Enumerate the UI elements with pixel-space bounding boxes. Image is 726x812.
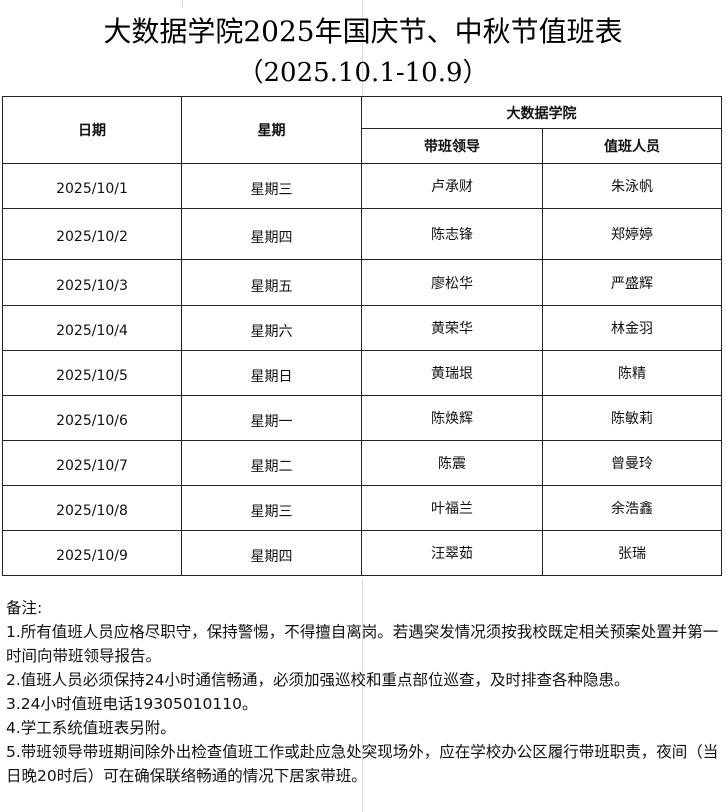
- table-cell: 黄瑞垠: [362, 351, 543, 396]
- table-cell: 严盛辉: [543, 260, 722, 306]
- table-border: [2, 96, 3, 576]
- table-cell: 汪翠茹: [362, 531, 543, 576]
- table-cell: 陈焕辉: [362, 396, 543, 441]
- table-cell: 2025/10/7: [3, 441, 182, 486]
- table-border: [2, 96, 722, 97]
- notes: 备注: 1.所有值班人员应格尽职守，保持警惕，不得擅自离岗。若遇突发情况须按我校…: [6, 596, 722, 788]
- header-cell: 值班人员: [543, 129, 722, 164]
- table-cell: 星期二: [182, 441, 362, 486]
- table-cell: 曾曼玲: [543, 441, 722, 486]
- table-cell: 星期三: [182, 164, 362, 209]
- table-cell: 陈志锋: [362, 209, 543, 260]
- title: 大数据学院2025年国庆节、中秋节值班表: [103, 15, 623, 48]
- table-cell: 廖松华: [362, 260, 543, 306]
- table-cell: 星期五: [182, 260, 362, 306]
- note-item: 1.所有值班人员应格尽职守，保持警惕，不得擅自离岗。若遇突发情况须按我校既定相关…: [6, 623, 719, 665]
- note-item: 2.值班人员必须保持24小时通信畅通，必须加强巡校和重点部位巡查，及时排查各种隐…: [6, 671, 630, 689]
- table-cell: 2025/10/6: [3, 396, 182, 441]
- group-header: 大数据学院: [362, 97, 722, 129]
- table-cell: 星期四: [182, 209, 362, 260]
- header-cell: 日期: [3, 97, 182, 164]
- table-cell: 2025/10/9: [3, 531, 182, 576]
- table-cell: 朱泳帆: [543, 164, 722, 209]
- table-cell: 卢承财: [362, 164, 543, 209]
- table-cell: 星期一: [182, 396, 362, 441]
- notes-label: 备注:: [6, 599, 43, 617]
- table-cell: 张瑞: [543, 531, 722, 576]
- table-cell: 2025/10/1: [3, 164, 182, 209]
- table-cell: 陈精: [543, 351, 722, 396]
- note-item: 4.学工系统值班表另附。: [6, 719, 176, 737]
- table-cell: 星期日: [182, 351, 362, 396]
- table-cell: 星期六: [182, 306, 362, 351]
- table-cell: 郑婷婷: [543, 209, 722, 260]
- table-cell: 黄荣华: [362, 306, 543, 351]
- table-cell: 星期三: [182, 486, 362, 531]
- table-cell: 2025/10/4: [3, 306, 182, 351]
- table-cell: 2025/10/8: [3, 486, 182, 531]
- table-cell: 陈震: [362, 441, 543, 486]
- note-item: 3.24小时值班电话19305010110。: [6, 695, 258, 713]
- note-item: 5.带班领导带班期间除外出检查值班工作或赴应急处突现场外，应在学校办公区履行带班…: [6, 743, 719, 785]
- header-cell: 带班领导: [362, 129, 543, 164]
- header-cell: 星期: [182, 97, 362, 164]
- table-cell: 林金羽: [543, 306, 722, 351]
- table-cell: 叶福兰: [362, 486, 543, 531]
- table-cell: 2025/10/2: [3, 209, 182, 260]
- table-cell: 2025/10/3: [3, 260, 182, 306]
- table-cell: 余浩鑫: [543, 486, 722, 531]
- table-cell: 2025/10/5: [3, 351, 182, 396]
- gridline: [362, 578, 363, 812]
- gridline: [182, 0, 183, 8]
- table-cell: 陈敏莉: [543, 396, 722, 441]
- subtitle: （2025.10.1-10.9）: [237, 58, 489, 88]
- table-cell: 星期四: [182, 531, 362, 576]
- gridline: [362, 0, 363, 97]
